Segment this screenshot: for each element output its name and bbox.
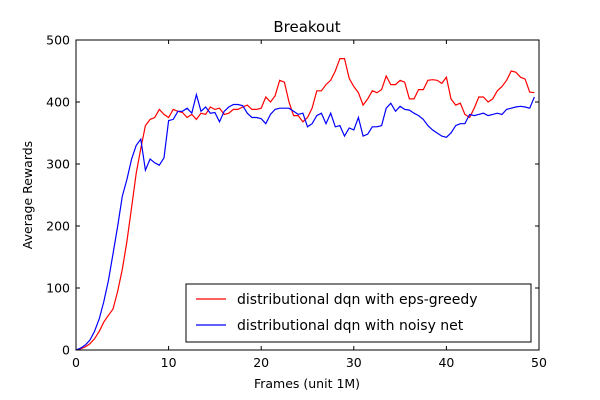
x-tick-label: 0 [72, 355, 80, 370]
legend-label-noisy-net: distributional dqn with noisy net [237, 318, 464, 334]
y-axis-ticks: 0 100 200 300 400 500 [46, 33, 539, 358]
x-tick-label: 30 [346, 355, 362, 370]
legend: distributional dqn with eps-greedy distr… [185, 283, 532, 343]
legend-label-eps-greedy: distributional dqn with eps-greedy [237, 292, 478, 308]
plot-frame [75, 39, 540, 351]
x-tick-label: 40 [438, 355, 454, 370]
y-tick-label: 400 [46, 95, 70, 110]
y-tick-label: 100 [46, 281, 70, 296]
x-axis-label: Frames (unit 1M) [254, 376, 360, 391]
y-tick-label: 200 [46, 219, 70, 234]
series-line-1 [75, 92, 535, 351]
legend-box [185, 283, 532, 343]
chart-title: Breakout [273, 18, 340, 36]
y-tick-label: 500 [46, 33, 70, 48]
y-tick-label: 300 [46, 157, 70, 172]
y-tick-label: 0 [62, 343, 70, 358]
x-tick-label: 20 [253, 355, 269, 370]
x-axis-ticks: 0 10 20 30 40 50 [72, 40, 547, 370]
y-axis-label: Average Rewards [20, 141, 35, 249]
plot-lines [75, 57, 535, 351]
x-tick-label: 50 [531, 355, 547, 370]
x-tick-label: 10 [161, 355, 177, 370]
